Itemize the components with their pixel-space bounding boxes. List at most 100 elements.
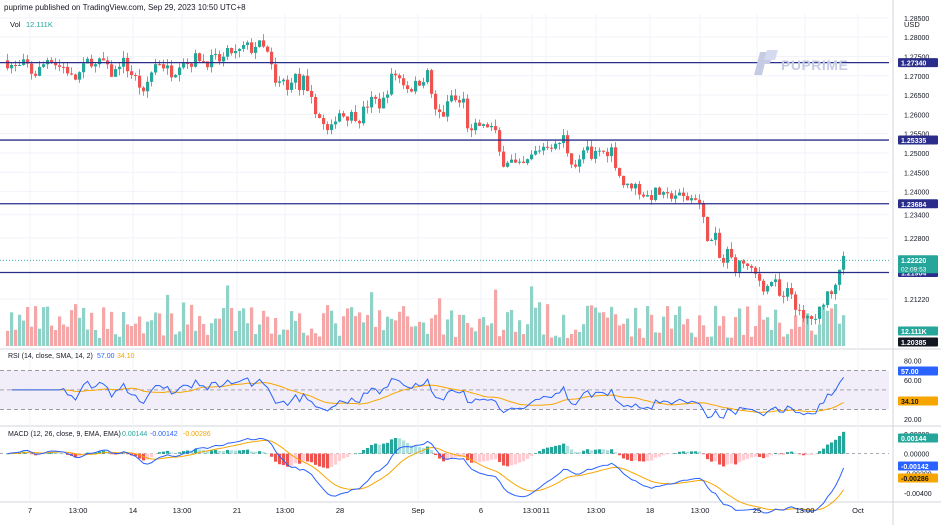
volume-bar: [678, 306, 682, 346]
candle-body: [274, 64, 278, 83]
volume-bar: [246, 323, 250, 346]
macd-histogram-bar: [774, 453, 778, 454]
candle-body: [58, 65, 62, 67]
volume-bar: [718, 325, 722, 346]
volume-bar: [54, 330, 58, 346]
indicator-legends: Vol 12.111K RSI (14, close, SMA, 14, 2) 57.…: [8, 20, 211, 438]
macd-histogram-bar: [30, 453, 34, 455]
price-tick-label: 1.26500: [904, 93, 929, 100]
macd-pane: [0, 431, 889, 514]
candle-body: [342, 113, 346, 117]
candle-body: [426, 70, 430, 83]
volume-bar: [694, 337, 698, 346]
macd-legend-title: MACD (12, 26, close, 9, EMA, EMA): [8, 431, 121, 438]
candle-body: [794, 294, 798, 310]
macd-histogram-bar: [146, 453, 150, 460]
volume-bar: [634, 307, 638, 346]
macd-histogram-bar: [6, 453, 10, 455]
macd-histogram-bar: [574, 451, 578, 454]
volume-bar: [754, 326, 758, 346]
macd-histogram-bar: [778, 453, 782, 455]
volume-bar: [818, 324, 822, 346]
macd-histogram-bar: [698, 451, 702, 454]
macd-histogram-bar: [838, 435, 842, 454]
candle-body: [206, 61, 210, 68]
volume-bar: [182, 302, 186, 346]
rsi-value-label-box: [898, 366, 938, 376]
macd-histogram-bar: [110, 453, 114, 455]
candle-body: [494, 126, 498, 131]
macd-histogram-bar: [534, 453, 538, 454]
candle-body: [650, 195, 654, 200]
candle-body: [462, 98, 466, 103]
rsi-tick-label: 20.00: [904, 417, 922, 424]
candle-body: [470, 128, 474, 131]
macd-tick-label: -0.00400: [904, 491, 932, 498]
macd-histogram-bar: [214, 449, 218, 454]
macd-histogram-bar: [546, 447, 550, 454]
candle-body: [38, 66, 42, 76]
volume-bar: [770, 329, 774, 346]
volume-bar: [710, 336, 714, 346]
volume-bar: [734, 317, 738, 346]
volume-bar: [566, 337, 570, 346]
macd-histogram-bar: [302, 453, 306, 462]
volume-bar: [686, 318, 690, 346]
candle-body: [382, 97, 386, 109]
candle-body: [466, 98, 470, 129]
macd-histogram-bar: [482, 453, 486, 462]
level-price-label: 1.21904: [901, 270, 926, 277]
macd-histogram-bar: [818, 451, 822, 454]
macd-histogram-bar: [258, 451, 262, 454]
volume-bar: [838, 323, 842, 346]
candle-body: [418, 80, 422, 86]
volume-bar: [722, 316, 726, 346]
macd-histogram-bar: [134, 453, 138, 457]
volume-bar: [458, 314, 462, 346]
macd-histogram-bar: [530, 453, 534, 457]
macd-histogram-bar: [370, 444, 374, 454]
volume-bar: [226, 285, 230, 346]
candle-body: [234, 50, 238, 54]
macd-histogram-bar: [122, 452, 126, 454]
candle-body: [318, 114, 322, 118]
level-price-label-box: [898, 58, 938, 68]
candle-body: [638, 183, 642, 195]
macd-histogram-bar: [578, 452, 582, 454]
volume-bar: [66, 326, 70, 346]
candle-body: [74, 74, 78, 80]
candle-body: [662, 192, 666, 195]
volume-bar: [522, 334, 526, 346]
volume-bar: [622, 323, 626, 346]
rsi-tick-label: 80.00: [904, 359, 922, 366]
candle-body: [258, 40, 262, 47]
volume-bar: [482, 317, 486, 346]
candle-body: [34, 73, 38, 76]
volume-bar: [586, 305, 590, 346]
macd-histogram-bar: [378, 444, 382, 454]
volume-bar: [506, 312, 510, 346]
volume-bar: [386, 316, 390, 346]
volume-bar: [726, 337, 730, 346]
candle-body: [406, 85, 410, 90]
candle-body: [546, 146, 550, 148]
volume-bar: [618, 325, 622, 346]
macd-histogram-bar: [322, 453, 326, 468]
volume-bar: [366, 314, 370, 346]
macd-histogram-bar: [66, 453, 70, 455]
candle-body: [498, 130, 502, 152]
macd-histogram-bar: [566, 445, 570, 454]
candle-body: [414, 80, 418, 92]
volume-bar: [526, 324, 530, 346]
volume-bar: [670, 328, 674, 346]
candle-body: [534, 150, 538, 155]
candle-body: [138, 75, 142, 88]
volume-bar: [682, 324, 686, 346]
volume-bar: [502, 329, 506, 346]
volume-bar: [154, 312, 158, 346]
volume-bar: [498, 336, 502, 346]
candle-body: [78, 72, 82, 80]
macd-histogram-bar: [154, 453, 158, 455]
macd-histogram-bar: [834, 439, 838, 454]
